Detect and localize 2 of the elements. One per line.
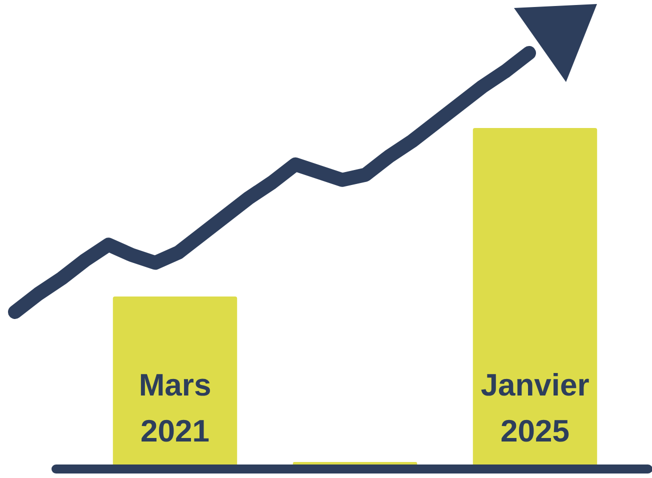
x-tick-label: Janvier 2025 (480, 368, 590, 449)
x-tick-label: Mars 2021 (138, 368, 212, 449)
